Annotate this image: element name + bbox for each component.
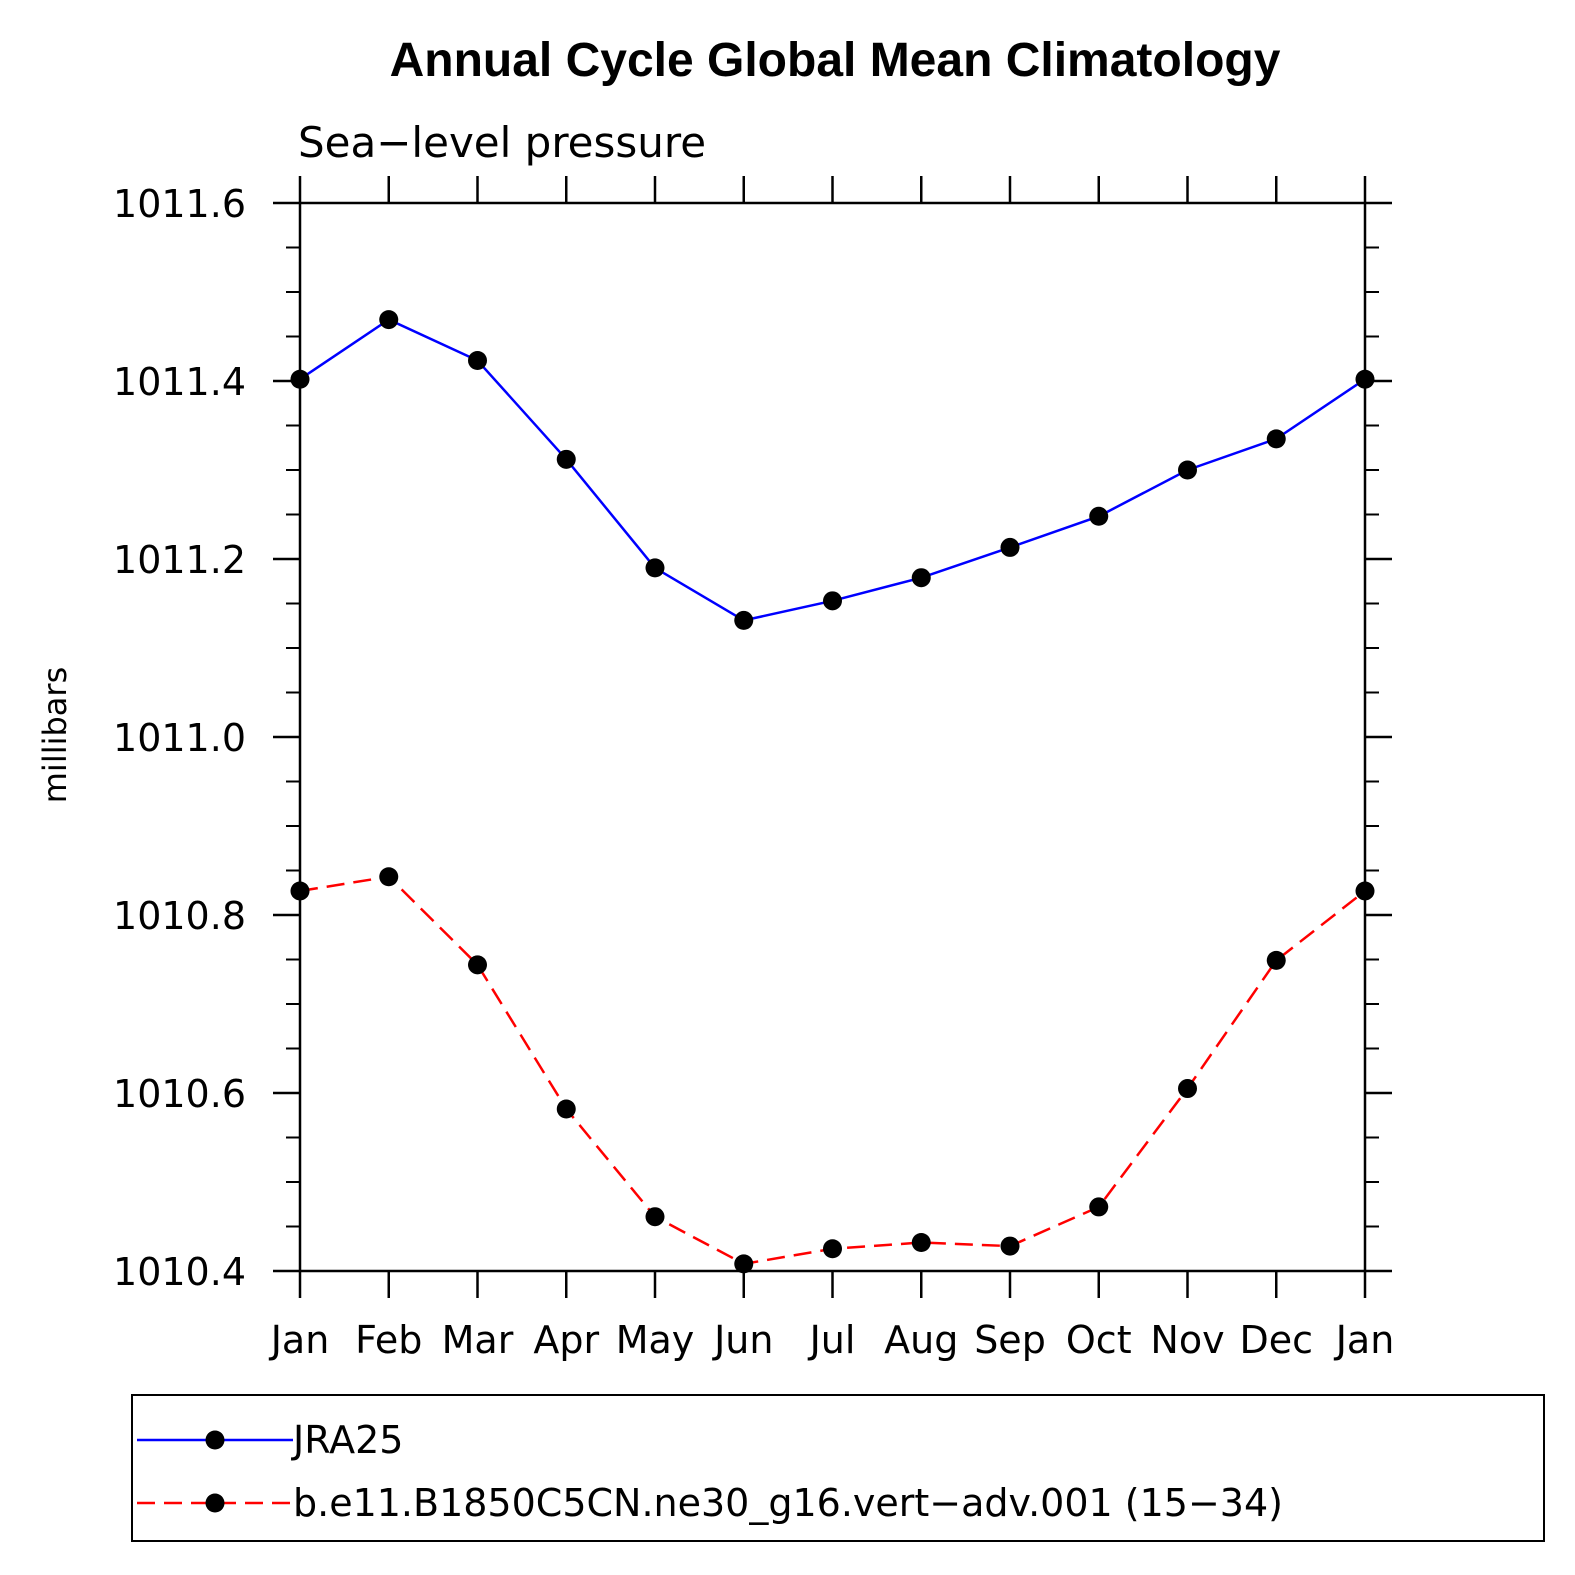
y-tick-labels: 1010.4 1010.6 1010.8 1011.0 1011.2 1011.4 1011…: [113, 182, 246, 1294]
legend: JRA25 b.e11.B1850C5CN.ne30_g16.vert−adv.…: [131, 1394, 1545, 1542]
series-line-1: [299, 875, 1366, 1266]
x-tick-labels: Jan Feb Mar Apr May Jun Jul Aug Sep Oct Nov Dec Jan: [269, 1318, 1395, 1362]
series-1-point: [1089, 1197, 1109, 1217]
series-1-point: [468, 955, 487, 975]
y-axis-label: millibars: [36, 667, 74, 803]
series-1-point: [1266, 950, 1286, 970]
series-0-point: [823, 591, 842, 611]
x-tick-label: Jan: [269, 1318, 330, 1362]
x-tick-label: Nov: [1150, 1318, 1224, 1362]
legend-label-model: b.e11.B1850C5CN.ne30_g16.vert−adv.001 (1…: [293, 1481, 1283, 1525]
chart-title: Annual Cycle Global Mean Climatology: [390, 34, 1281, 87]
y-tick-label: 1010.8: [113, 894, 246, 938]
series-0-point: [1178, 460, 1197, 480]
y-tick-label: 1010.6: [113, 1072, 246, 1116]
series-1-point: [823, 1239, 842, 1259]
y-tick-label: 1011.4: [113, 360, 246, 404]
series-1-point: [911, 1233, 931, 1253]
x-tick-label: Aug: [884, 1318, 958, 1362]
series-0-point: [379, 310, 399, 330]
series-0-point: [645, 558, 665, 578]
series-0-point: [556, 449, 576, 469]
plot-frame: [298, 201, 1367, 1273]
series-1-point: [379, 867, 399, 887]
x-tick-label: May: [616, 1318, 695, 1362]
series-1-point: [556, 1099, 576, 1119]
legend-marker-model: [205, 1493, 225, 1513]
series-0-point: [911, 568, 931, 588]
x-tick-label: Sep: [974, 1318, 1046, 1362]
y-tick-label: 1010.4: [113, 1250, 246, 1294]
x-tick-label: Feb: [355, 1318, 422, 1362]
series-0-point: [1266, 429, 1286, 449]
series-1-point: [645, 1207, 665, 1227]
series-1-point: [734, 1254, 754, 1274]
y-tick-label: 1011.2: [113, 538, 246, 582]
y-tick-label: 1011.0: [113, 716, 246, 760]
series-1-point: [1178, 1079, 1197, 1099]
x-tick-label: Mar: [442, 1318, 514, 1362]
x-tick-label: Dec: [1239, 1318, 1313, 1362]
x-tick-label: Apr: [533, 1318, 599, 1362]
x-tick-label: Jan: [1334, 1318, 1395, 1362]
data-series: [290, 310, 1375, 1274]
legend-marker-jra25: [205, 1430, 225, 1450]
series-0-point: [468, 351, 487, 371]
series-0-point: [734, 610, 754, 630]
chart-subtitle: Sea−level pressure: [298, 118, 706, 167]
series-line-0: [299, 318, 1366, 622]
legend-box: [131, 1394, 1545, 1542]
series-0-point: [1000, 537, 1020, 557]
y-tick-label: 1011.6: [113, 182, 246, 226]
x-tick-label: Jul: [808, 1318, 856, 1362]
axis-ticks: [273, 176, 1392, 1298]
legend-label-jra25: JRA25: [291, 1418, 403, 1462]
x-tick-label: Jun: [712, 1318, 773, 1362]
x-tick-label: Oct: [1066, 1318, 1132, 1362]
series-1-point: [1000, 1236, 1020, 1256]
series-0-point: [1089, 506, 1109, 526]
